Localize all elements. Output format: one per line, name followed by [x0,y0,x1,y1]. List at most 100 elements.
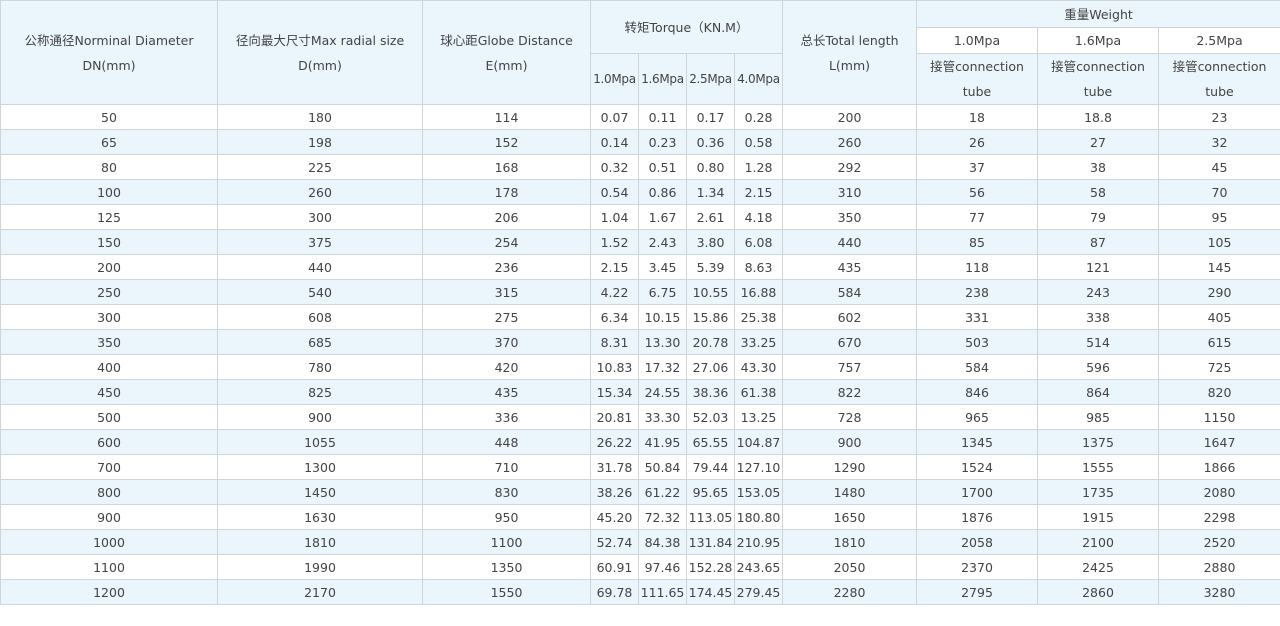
table-cell: 336 [422,404,591,430]
table-cell: 77 [916,204,1038,230]
table-cell: 1055 [217,429,423,455]
table-cell: 23 [1158,104,1280,130]
table-row: 1000 1810 1100 52.74 84.38 131.84 210.95 1810 20… [0,529,1280,555]
table-row: 100 260 178 0.54 0.86 1.34 2.15 310 56 58 70 [0,179,1280,205]
table-cell: 1630 [217,504,423,530]
table-cell: 65.55 [686,429,735,455]
table-cell: 79 [1037,204,1159,230]
table-cell: 18 [916,104,1038,130]
table-cell: 1810 [217,529,423,555]
table-cell: 174.45 [686,579,735,605]
table-cell: 820 [1158,379,1280,405]
table-cell: 20.81 [590,404,639,430]
table-cell: 13.30 [638,329,687,355]
table-cell: 0.51 [638,154,687,180]
table-cell: 900 [217,404,423,430]
table-cell: 1.52 [590,229,639,255]
table-cell: 3.80 [686,229,735,255]
table-cell: 127.10 [734,454,783,480]
table-cell: 965 [916,404,1038,430]
table-row: 450 825 435 15.34 24.55 38.36 61.38 822 846 864 82… [0,379,1280,405]
table-cell: 315 [422,279,591,305]
table-cell: 1915 [1037,504,1159,530]
table-cell: 38.36 [686,379,735,405]
table-cell: 0.07 [590,104,639,130]
table-cell: 2058 [916,529,1038,555]
table-cell: 2280 [782,579,917,605]
table-cell: 79.44 [686,454,735,480]
table-cell: 435 [782,254,917,280]
table-cell: 206 [422,204,591,230]
table-cell: 670 [782,329,917,355]
header-l-unit: L(mm) [828,57,871,73]
table-cell: 100 [0,179,218,205]
table-cell: 985 [1037,404,1159,430]
table-cell: 900 [782,429,917,455]
table-cell: 236 [422,254,591,280]
header-dn-label: 公称通径Norminal Diameter [24,32,194,48]
table-cell: 2.15 [734,179,783,205]
table-header: 公称通径Norminal Diameter DN(mm) 径向最大尺寸Max ra… [0,0,1280,105]
table-cell: 440 [217,254,423,280]
table-cell: 825 [217,379,423,405]
table-cell: 152 [422,129,591,155]
table-cell: 32 [1158,129,1280,155]
table-cell: 2520 [1158,529,1280,555]
table-cell: 1810 [782,529,917,555]
table-cell: 131.84 [686,529,735,555]
table-cell: 700 [0,454,218,480]
table-cell: 24.55 [638,379,687,405]
table-cell: 728 [782,404,917,430]
header-e-label: 球心距Globe Distance [440,32,573,48]
table-cell: 1735 [1037,479,1159,505]
table-cell: 1647 [1158,429,1280,455]
table-cell: 290 [1158,279,1280,305]
table-row: 400 780 420 10.83 17.32 27.06 43.30 757 584 596 72… [0,354,1280,380]
table-cell: 80 [0,154,218,180]
table-cell: 1290 [782,454,917,480]
table-cell: 1450 [217,479,423,505]
table-cell: 33.30 [638,404,687,430]
table-cell: 27.06 [686,354,735,380]
table-cell: 0.14 [590,129,639,155]
table-cell: 61.38 [734,379,783,405]
header-weight-conn-3: 接管connection tube [1158,53,1280,105]
table-cell: 50.84 [638,454,687,480]
table-cell: 1375 [1037,429,1159,455]
header-torque-1.6: 1.6Mpa [638,53,687,105]
table-cell: 448 [422,429,591,455]
table-cell: 0.86 [638,179,687,205]
table-cell: 18.8 [1037,104,1159,130]
table-cell: 420 [422,354,591,380]
table-cell: 0.58 [734,129,783,155]
table-cell: 757 [782,354,917,380]
table-cell: 2.61 [686,204,735,230]
table-cell: 4.18 [734,204,783,230]
table-cell: 275 [422,304,591,330]
table-cell: 710 [422,454,591,480]
header-weight-1.6: 1.6Mpa [1037,27,1159,54]
table-cell: 45 [1158,154,1280,180]
table-cell: 31.78 [590,454,639,480]
table-cell: 2170 [217,579,423,605]
table-cell: 1550 [422,579,591,605]
table-cell: 435 [422,379,591,405]
table-cell: 780 [217,354,423,380]
table-cell: 331 [916,304,1038,330]
table-cell: 310 [782,179,917,205]
table-cell: 602 [782,304,917,330]
table-cell: 69.78 [590,579,639,605]
table-cell: 260 [782,129,917,155]
table-cell: 180 [217,104,423,130]
table-cell: 2425 [1037,554,1159,580]
table-cell: 950 [422,504,591,530]
header-e-unit: E(mm) [485,57,528,73]
table-cell: 152.28 [686,554,735,580]
table-cell: 61.22 [638,479,687,505]
table-cell: 121 [1037,254,1159,280]
header-l: 总长Total length L(mm) [782,0,917,105]
table-cell: 1876 [916,504,1038,530]
table-cell: 822 [782,379,917,405]
header-weight-conn-2: 接管connection tube [1037,53,1159,105]
header-dn-unit: DN(mm) [82,57,136,73]
